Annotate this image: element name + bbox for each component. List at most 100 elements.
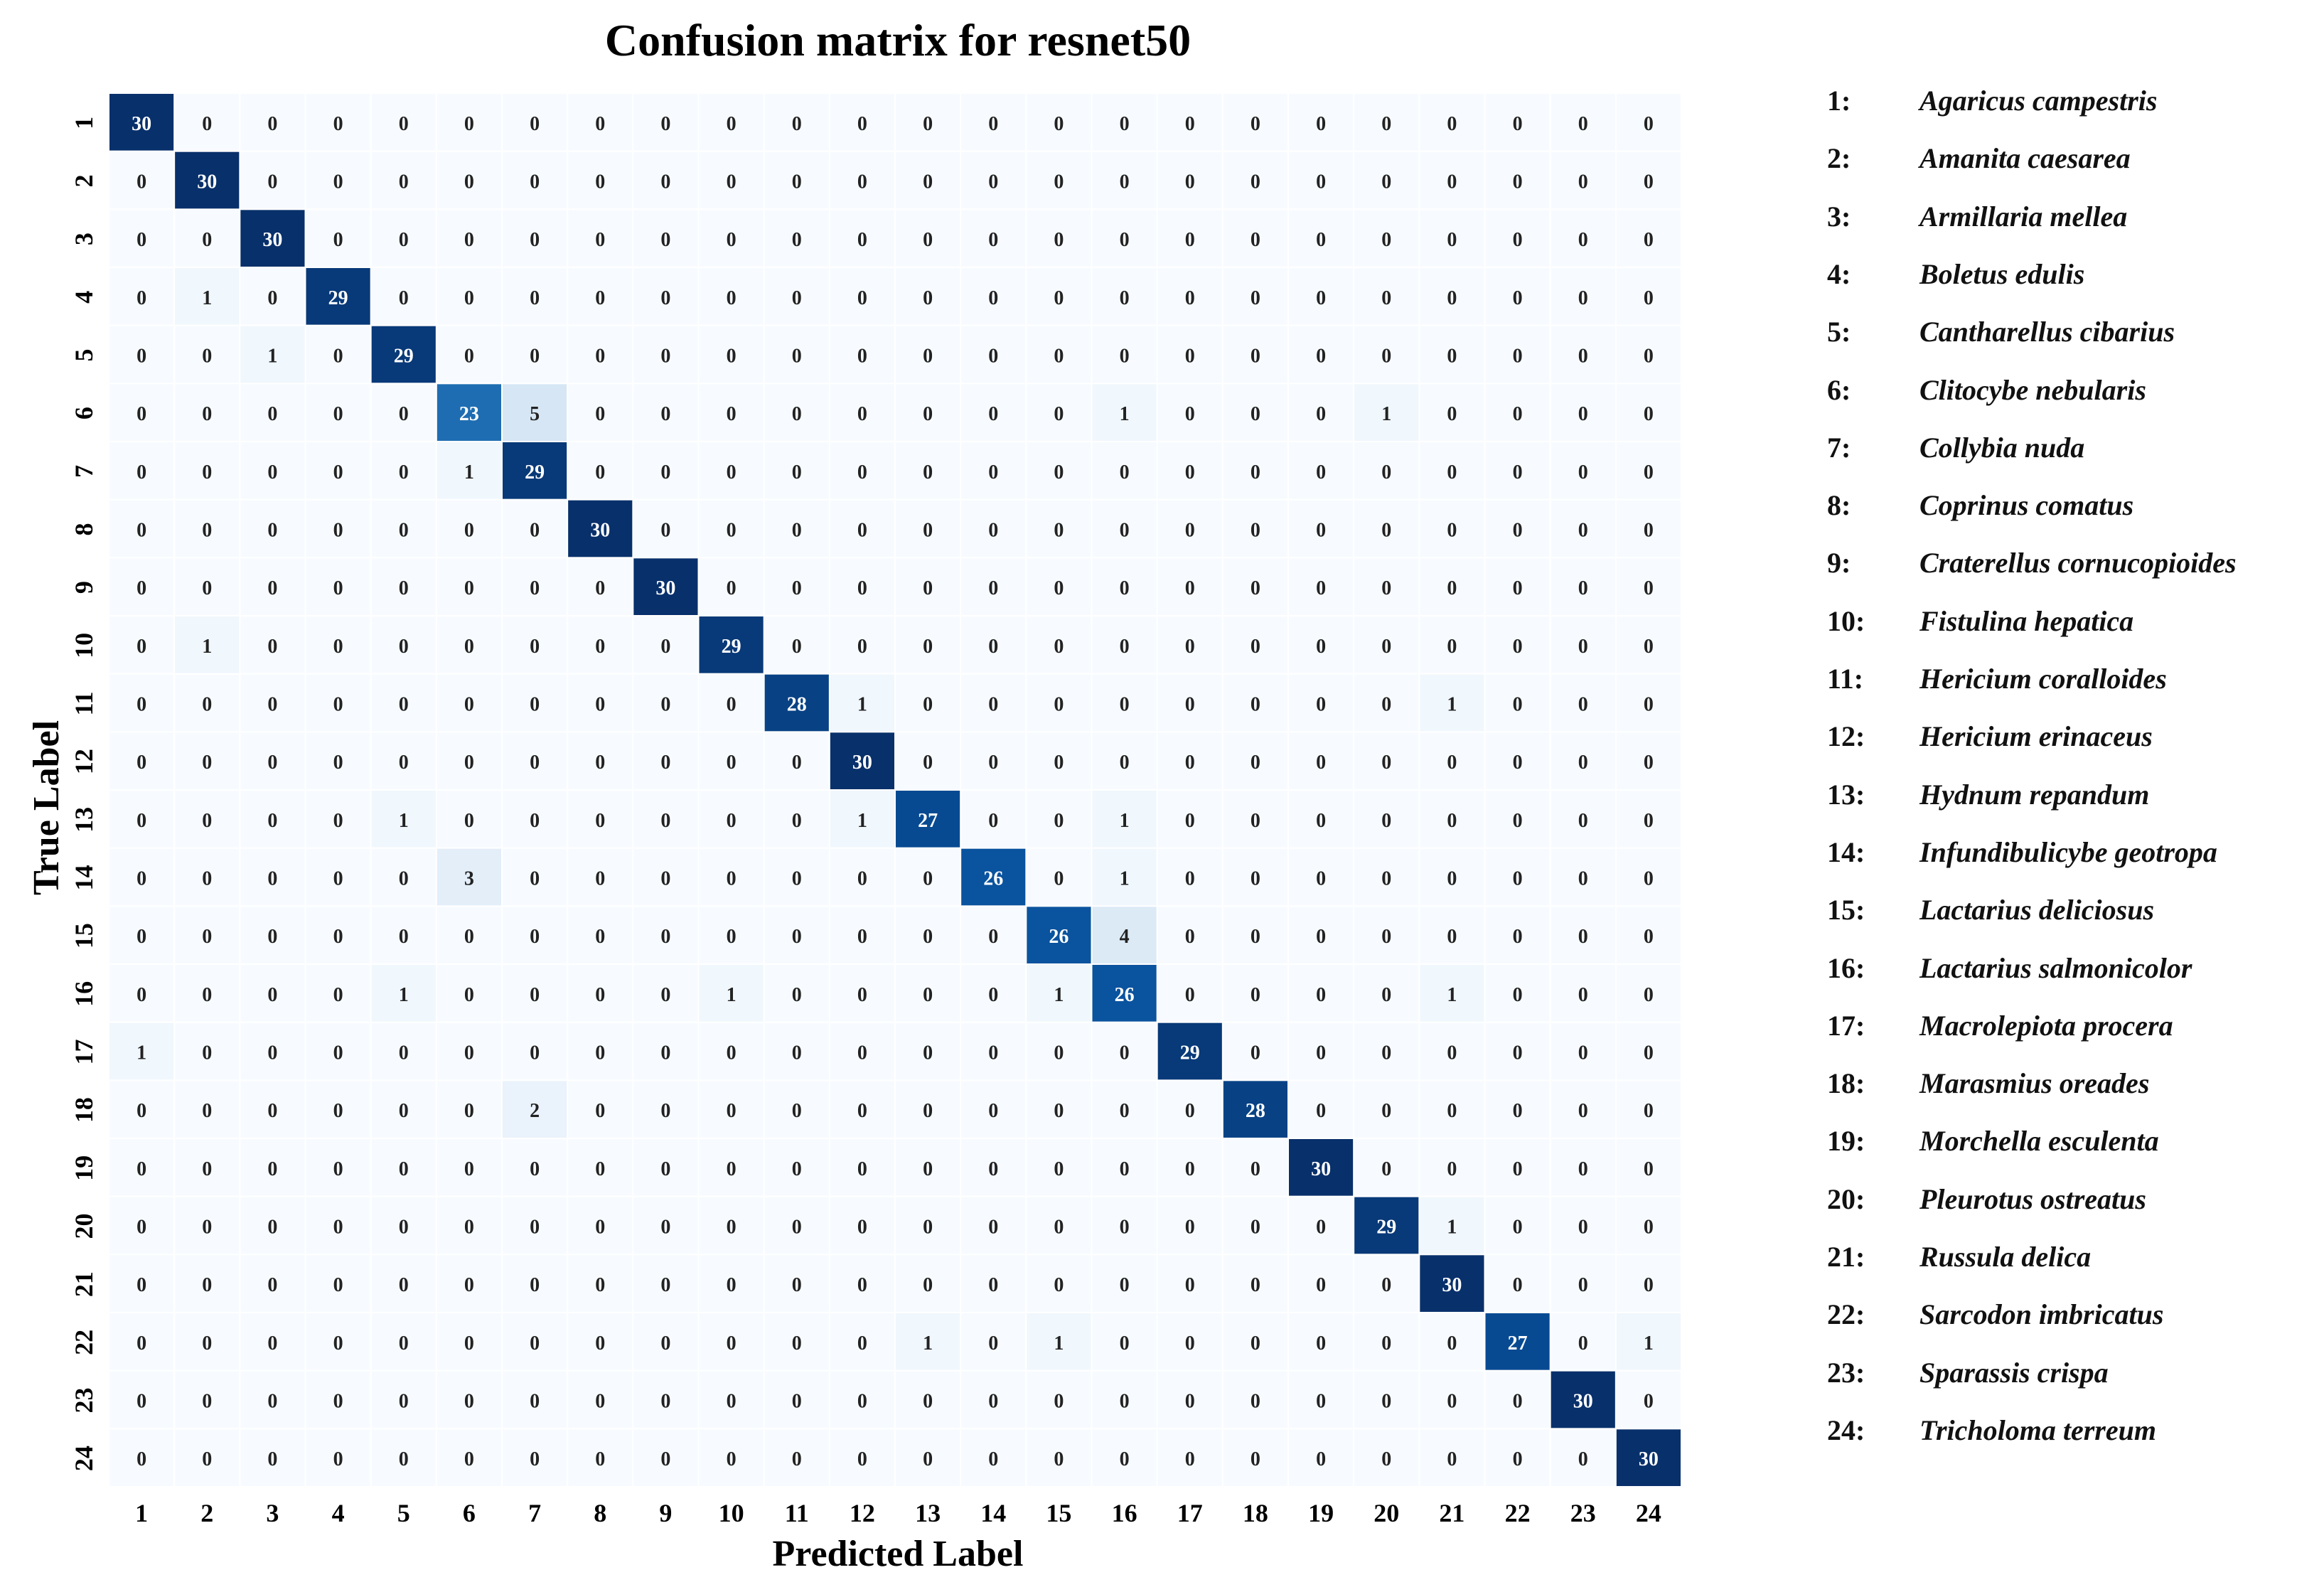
cell-value-label: 0	[727, 346, 737, 368]
heatmap-cell	[633, 384, 698, 441]
heatmap-cell	[1289, 210, 1354, 267]
cell-value-label: 0	[660, 287, 670, 309]
heatmap-cell	[1420, 1197, 1484, 1254]
heatmap-cell	[1289, 674, 1354, 732]
heatmap-cell	[109, 965, 174, 1022]
heatmap-cell	[830, 326, 894, 383]
heatmap-cell	[1420, 1022, 1484, 1080]
cell-value-label: 0	[1578, 810, 1588, 832]
legend-number: 6:	[1827, 373, 1851, 406]
cell-value-label: 0	[136, 171, 146, 193]
cell-value-label: 0	[923, 403, 933, 425]
heatmap-cell	[1223, 1139, 1287, 1196]
heatmap-cell	[568, 94, 633, 151]
cell-value-label: 0	[333, 229, 343, 251]
heatmap-cell	[1289, 1429, 1354, 1486]
cell-value-label: 0	[1513, 1158, 1523, 1180]
heatmap-cell	[503, 1139, 567, 1196]
cell-value-label: 0	[792, 1042, 802, 1064]
cell-value-label: 0	[660, 346, 670, 368]
heatmap-cell	[175, 151, 240, 209]
cell-value-label: 0	[136, 694, 146, 716]
heatmap-cell	[1027, 210, 1091, 267]
cell-value-label: 0	[857, 403, 867, 425]
heatmap-cell	[764, 1371, 829, 1428]
heatmap-cell	[1485, 616, 1550, 673]
cell-value-label: 0	[727, 577, 737, 599]
cell-value-label: 0	[1578, 984, 1588, 1006]
heatmap-cell	[830, 1371, 894, 1428]
heatmap-cell	[633, 268, 698, 325]
heatmap-cell	[1485, 442, 1550, 499]
x-tick-label: 3	[266, 1499, 279, 1527]
cell-value-label: 0	[136, 984, 146, 1006]
heatmap-cell	[437, 848, 501, 906]
cell-value-label: 0	[333, 1274, 343, 1296]
cell-value-label: 0	[1054, 520, 1064, 542]
cell-value-label: 0	[660, 171, 670, 193]
cell-value-label: 0	[923, 520, 933, 542]
cell-value-label: 0	[1251, 403, 1260, 425]
cell-value-label: 0	[267, 868, 277, 890]
cell-value-label: 0	[333, 520, 343, 542]
cell-value-label: 0	[1447, 1158, 1457, 1180]
cell-value-label: 0	[857, 1332, 867, 1355]
cell-value-label: 0	[267, 1217, 277, 1239]
cell-value-label: 1	[1644, 1332, 1654, 1355]
cell-value-label: 0	[464, 1274, 474, 1296]
heatmap-cell	[1485, 1255, 1550, 1312]
heatmap-cell	[1616, 616, 1681, 673]
heatmap-cell	[1354, 268, 1419, 325]
y-tick-label: 9	[70, 581, 98, 594]
cell-value-label: 0	[202, 229, 212, 251]
heatmap-cell	[1551, 1081, 1615, 1138]
cell-value-label: 0	[202, 1448, 212, 1470]
x-tick-label: 14	[980, 1499, 1006, 1527]
heatmap-cell	[1354, 500, 1419, 557]
heatmap-cell	[896, 616, 960, 673]
cell-value-label: 0	[1578, 868, 1588, 890]
heatmap-cell	[437, 1022, 501, 1080]
cell-value-label: 0	[857, 346, 867, 368]
y-tick-label: 22	[70, 1330, 98, 1355]
cell-value-label: 0	[660, 1448, 670, 1470]
heatmap-cell	[568, 1197, 633, 1254]
heatmap-cell	[1551, 1371, 1615, 1428]
heatmap-cell	[437, 384, 501, 441]
heatmap-cell	[699, 965, 764, 1022]
heatmap-cell	[240, 1081, 305, 1138]
cell-value-label: 0	[792, 1158, 802, 1180]
cell-value-label: 0	[267, 1391, 277, 1413]
cell-value-label: 0	[530, 229, 540, 251]
cell-value-label: 26	[1115, 984, 1135, 1006]
heatmap-cell	[1551, 94, 1615, 151]
heatmap-cell	[1551, 848, 1615, 906]
cell-value-label: 0	[464, 1217, 474, 1239]
heatmap-cell	[1157, 151, 1222, 209]
heatmap-cell	[240, 1139, 305, 1196]
heatmap-cell	[503, 326, 567, 383]
cell-value-label: 0	[988, 520, 998, 542]
cell-value-label: 0	[1185, 1158, 1195, 1180]
heatmap-cell	[961, 210, 1026, 267]
cell-value-label: 0	[857, 287, 867, 309]
heatmap-cell	[1354, 151, 1419, 209]
cell-value-label: 0	[1447, 1448, 1457, 1470]
heatmap-cell	[1223, 965, 1287, 1022]
cell-value-label: 0	[136, 403, 146, 425]
cell-value-label: 0	[727, 1042, 737, 1064]
cell-value-label: 0	[1513, 1217, 1523, 1239]
cell-value-label: 0	[1513, 171, 1523, 193]
cell-value-label: 1	[1447, 694, 1457, 716]
heatmap-cell	[109, 732, 174, 789]
cell-value-label: 0	[988, 577, 998, 599]
heatmap-cell	[175, 384, 240, 441]
heatmap-cell	[109, 791, 174, 848]
heatmap-cell	[306, 442, 370, 499]
cell-value-label: 0	[1185, 810, 1195, 832]
cell-value-label: 0	[923, 1042, 933, 1064]
heatmap-cell	[1223, 674, 1287, 732]
heatmap-cell	[896, 94, 960, 151]
cell-value-label: 0	[1644, 171, 1654, 193]
cell-value-label: 0	[399, 577, 409, 599]
